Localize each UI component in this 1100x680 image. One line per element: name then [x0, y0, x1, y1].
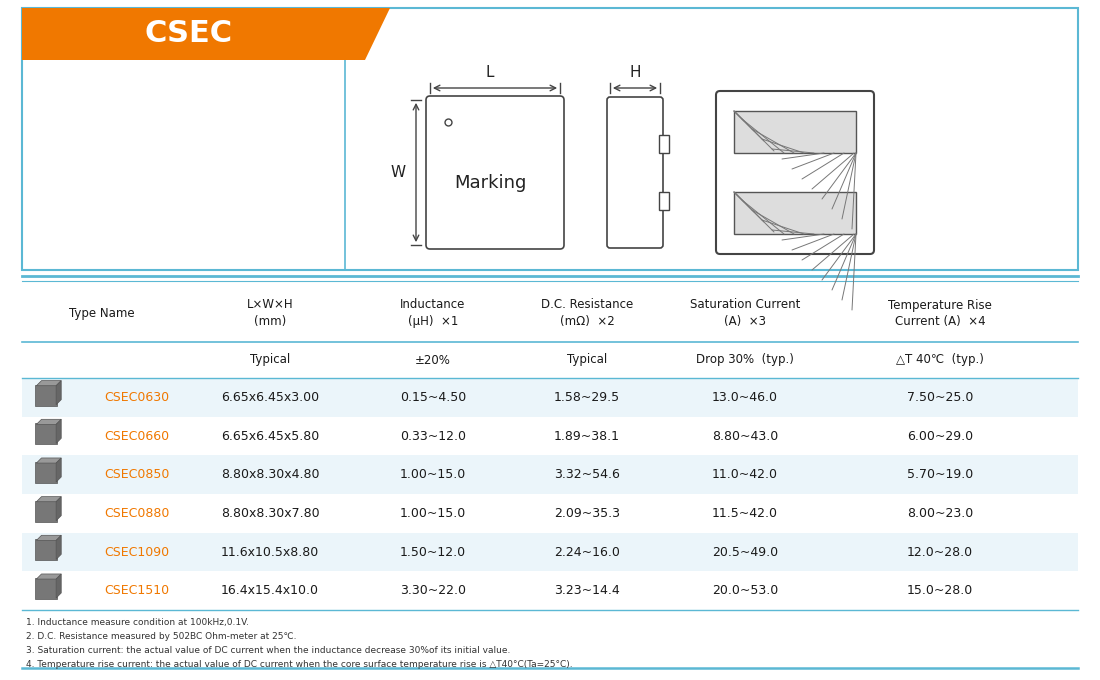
Text: 0.33~12.0: 0.33~12.0 — [400, 430, 466, 443]
Text: 3.32~54.6: 3.32~54.6 — [554, 468, 620, 481]
Text: 8.00~23.0: 8.00~23.0 — [906, 507, 974, 520]
Polygon shape — [56, 535, 62, 560]
Text: Drop 30%  (typ.): Drop 30% (typ.) — [696, 354, 794, 367]
FancyBboxPatch shape — [35, 500, 57, 522]
Text: 20.5~49.0: 20.5~49.0 — [712, 545, 778, 558]
Text: CSEC1510: CSEC1510 — [104, 584, 169, 597]
Polygon shape — [36, 458, 62, 463]
Text: CSEC1090: CSEC1090 — [104, 545, 169, 558]
Text: D.C. Resistance
(mΩ)  ×2: D.C. Resistance (mΩ) ×2 — [541, 299, 634, 328]
Text: CSEC0660: CSEC0660 — [104, 430, 169, 443]
Text: W: W — [390, 165, 406, 180]
Text: 2.09~35.3: 2.09~35.3 — [554, 507, 620, 520]
Text: Saturation Current
(A)  ×3: Saturation Current (A) ×3 — [690, 299, 800, 328]
Text: 6.00~29.0: 6.00~29.0 — [906, 430, 974, 443]
Polygon shape — [56, 574, 62, 598]
Text: 11.0~42.0: 11.0~42.0 — [712, 468, 778, 481]
Polygon shape — [56, 496, 62, 521]
FancyBboxPatch shape — [607, 97, 663, 248]
Text: Marking: Marking — [454, 173, 526, 192]
Text: 6.65x6.45x5.80: 6.65x6.45x5.80 — [221, 430, 319, 443]
Polygon shape — [56, 458, 62, 482]
Text: 1.50~12.0: 1.50~12.0 — [400, 545, 466, 558]
Text: CSEC0850: CSEC0850 — [104, 468, 169, 481]
Polygon shape — [56, 420, 62, 443]
Text: 8.80x8.30x4.80: 8.80x8.30x4.80 — [221, 468, 319, 481]
Text: 3.23~14.4: 3.23~14.4 — [554, 584, 620, 597]
Text: 1.58~29.5: 1.58~29.5 — [554, 391, 620, 404]
FancyBboxPatch shape — [35, 424, 57, 445]
Text: 2. D.C. Resistance measured by 502BC Ohm-meter at 25℃.: 2. D.C. Resistance measured by 502BC Ohm… — [26, 632, 297, 641]
Polygon shape — [36, 496, 62, 502]
Bar — [22, 8, 1078, 270]
Text: 4. Temperature rise current: the actual value of DC current when the core surfac: 4. Temperature rise current: the actual … — [26, 660, 573, 669]
Text: L: L — [486, 65, 494, 80]
Bar — [22, 378, 1078, 417]
Text: 1. Inductance measure condition at 100kHz,0.1V.: 1. Inductance measure condition at 100kH… — [26, 618, 249, 627]
Bar — [22, 456, 1078, 494]
FancyBboxPatch shape — [35, 462, 57, 483]
Text: ±20%: ±20% — [415, 354, 451, 367]
Text: 2.24~16.0: 2.24~16.0 — [554, 545, 620, 558]
Polygon shape — [36, 420, 62, 424]
Text: Typical: Typical — [250, 354, 290, 367]
Polygon shape — [36, 574, 62, 579]
Bar — [22, 532, 1078, 571]
Text: 20.0~53.0: 20.0~53.0 — [712, 584, 778, 597]
Text: 13.0~46.0: 13.0~46.0 — [712, 391, 778, 404]
Bar — [734, 111, 856, 153]
Polygon shape — [22, 8, 390, 60]
Text: L×W×H
(mm): L×W×H (mm) — [246, 299, 294, 328]
Text: 8.80x8.30x7.80: 8.80x8.30x7.80 — [221, 507, 319, 520]
FancyBboxPatch shape — [35, 578, 57, 599]
Polygon shape — [36, 535, 62, 541]
Text: CSEC: CSEC — [144, 20, 232, 48]
Text: H: H — [629, 65, 640, 80]
Text: 1.00~15.0: 1.00~15.0 — [400, 468, 466, 481]
Text: 5.70~19.0: 5.70~19.0 — [906, 468, 974, 481]
Text: Inductance
(μH)  ×1: Inductance (μH) ×1 — [400, 299, 465, 328]
Text: 12.0~28.0: 12.0~28.0 — [906, 545, 974, 558]
Text: Typical: Typical — [566, 354, 607, 367]
Text: Temperature Rise
Current (A)  ×4: Temperature Rise Current (A) ×4 — [888, 299, 992, 328]
Text: 15.0~28.0: 15.0~28.0 — [906, 584, 974, 597]
FancyBboxPatch shape — [35, 539, 57, 560]
Text: 3.30~22.0: 3.30~22.0 — [400, 584, 466, 597]
FancyBboxPatch shape — [35, 385, 57, 406]
Polygon shape — [56, 381, 62, 405]
FancyBboxPatch shape — [716, 91, 874, 254]
Polygon shape — [36, 381, 62, 386]
Text: 16.4x15.4x10.0: 16.4x15.4x10.0 — [221, 584, 319, 597]
FancyBboxPatch shape — [426, 96, 564, 249]
Bar — [659, 135, 669, 153]
Text: 3. Saturation current: the actual value of DC current when the inductance decrea: 3. Saturation current: the actual value … — [26, 646, 510, 655]
Text: 0.15~4.50: 0.15~4.50 — [400, 391, 466, 404]
Text: Type Name: Type Name — [69, 307, 135, 320]
Text: 1.00~15.0: 1.00~15.0 — [400, 507, 466, 520]
Text: 11.6x10.5x8.80: 11.6x10.5x8.80 — [221, 545, 319, 558]
Bar — [659, 192, 669, 210]
Text: 6.65x6.45x3.00: 6.65x6.45x3.00 — [221, 391, 319, 404]
Text: CSEC0880: CSEC0880 — [104, 507, 169, 520]
Text: △T 40℃  (typ.): △T 40℃ (typ.) — [896, 354, 983, 367]
Text: 7.50~25.0: 7.50~25.0 — [906, 391, 974, 404]
Text: 1.89~38.1: 1.89~38.1 — [554, 430, 620, 443]
Text: 11.5~42.0: 11.5~42.0 — [712, 507, 778, 520]
Text: 8.80~43.0: 8.80~43.0 — [712, 430, 778, 443]
Bar — [734, 192, 856, 234]
Text: CSEC0630: CSEC0630 — [104, 391, 169, 404]
